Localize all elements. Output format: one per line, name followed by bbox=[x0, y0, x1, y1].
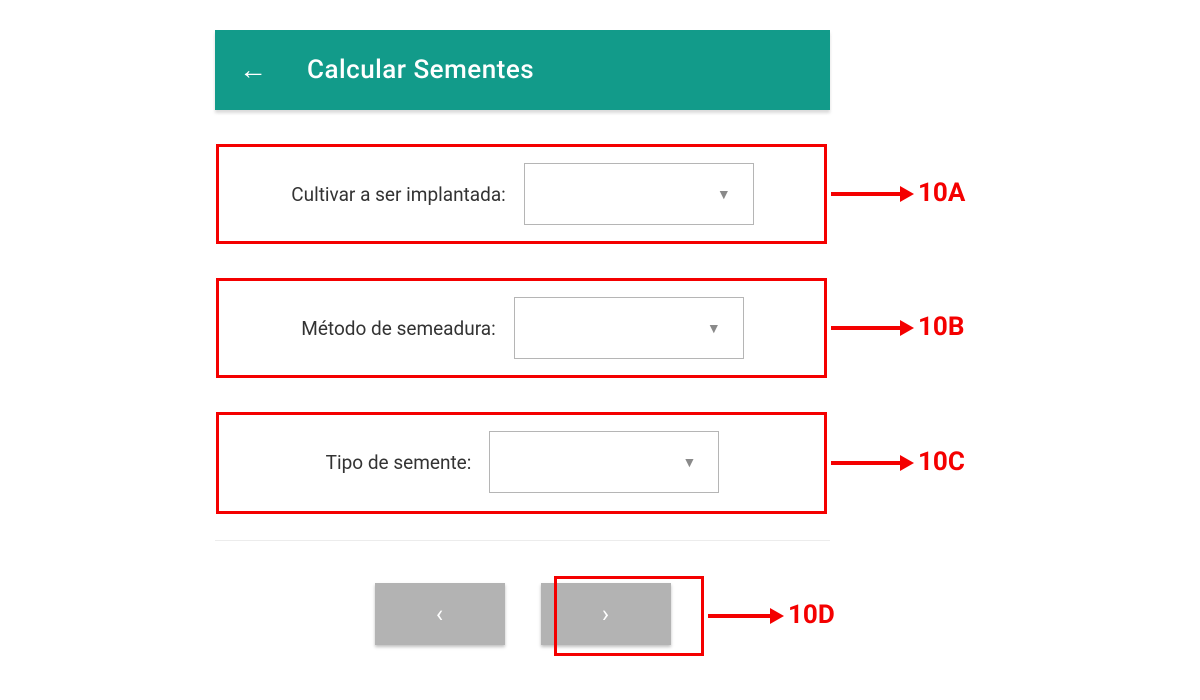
annotation-label-10d: 10D bbox=[788, 600, 835, 630]
annotation-arrow-10d bbox=[708, 614, 770, 618]
field-label-cultivar: Cultivar a ser implantada: bbox=[291, 183, 506, 206]
annotation-label-10a: 10A bbox=[918, 178, 965, 208]
chevron-right-icon: › bbox=[602, 600, 609, 628]
chevron-down-icon: ▼ bbox=[707, 320, 721, 337]
field-row-cultivar: Cultivar a ser implantada: ▼ bbox=[215, 144, 830, 244]
select-tipo[interactable]: ▼ bbox=[489, 431, 719, 493]
divider bbox=[215, 540, 830, 541]
field-row-metodo: Método de semeadura: ▼ bbox=[215, 278, 830, 378]
field-label-tipo: Tipo de semente: bbox=[326, 451, 472, 474]
select-metodo[interactable]: ▼ bbox=[514, 297, 744, 359]
annotation-label-10b: 10B bbox=[918, 312, 964, 342]
annotation-arrowhead-10b bbox=[900, 320, 914, 336]
annotation-label-10c: 10C bbox=[918, 447, 965, 477]
field-label-metodo: Método de semeadura: bbox=[301, 317, 495, 340]
prev-button[interactable]: ‹ bbox=[375, 583, 505, 645]
next-button[interactable]: › bbox=[541, 583, 671, 645]
chevron-left-icon: ‹ bbox=[436, 600, 443, 628]
chevron-down-icon: ▼ bbox=[682, 454, 696, 471]
app-bar-title: Calcular Sementes bbox=[307, 55, 534, 85]
annotation-arrowhead-10c bbox=[900, 455, 914, 471]
field-row-tipo: Tipo de semente: ▼ bbox=[215, 412, 830, 512]
annotation-arrowhead-10a bbox=[900, 186, 914, 202]
annotation-arrow-10b bbox=[831, 326, 900, 330]
annotation-arrowhead-10d bbox=[770, 608, 784, 624]
chevron-down-icon: ▼ bbox=[717, 186, 731, 203]
annotation-arrow-10c bbox=[831, 461, 900, 465]
select-cultivar[interactable]: ▼ bbox=[524, 163, 754, 225]
back-arrow-icon[interactable]: ← bbox=[239, 56, 267, 84]
annotation-arrow-10a bbox=[831, 192, 900, 196]
app-shell: ← Calcular Sementes Cultivar a ser impla… bbox=[215, 30, 830, 645]
app-bar: ← Calcular Sementes bbox=[215, 30, 830, 110]
